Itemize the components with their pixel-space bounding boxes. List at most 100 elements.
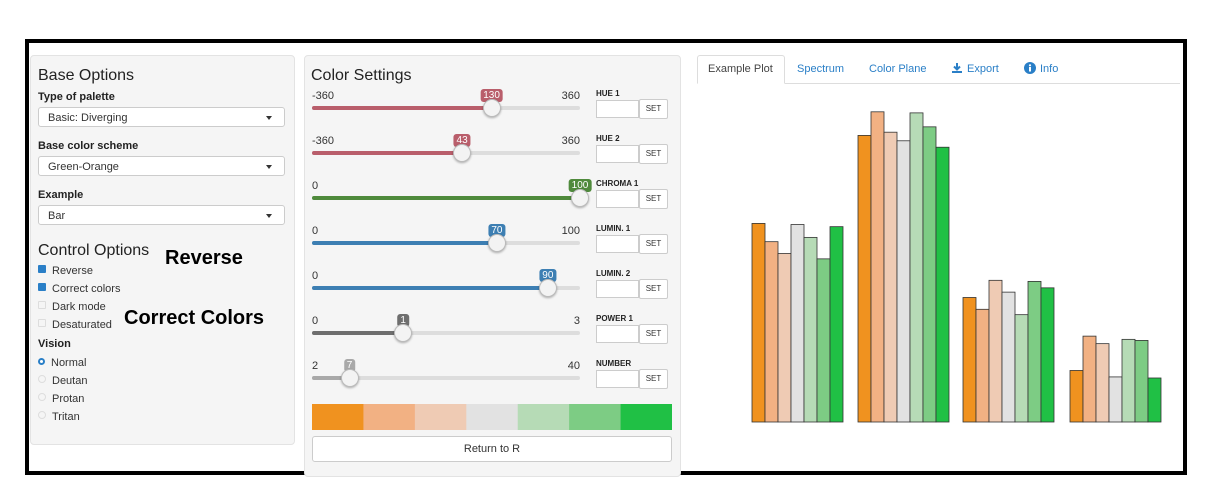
slider-value: 90 [539,269,557,282]
set-button[interactable]: SET [639,189,668,209]
palette-swatch [620,404,672,430]
checkbox-option[interactable]: Desaturated [38,319,112,331]
active-tab-box [697,55,785,84]
slider-min: -360 [312,135,335,147]
setting-input[interactable] [596,370,639,388]
radio-option[interactable]: Deutan [38,375,87,387]
example-select[interactable]: Bar [38,205,285,225]
slider-min: 0 [312,270,319,282]
set-button[interactable]: SET [639,144,668,164]
bar [764,241,779,423]
palette-strip [312,404,672,430]
tab[interactable]: Example Plot [708,63,773,75]
bar [1040,287,1055,423]
radio-option[interactable]: Normal [38,357,86,369]
download-icon [952,63,962,73]
slider-value: 7 [343,359,356,372]
tab[interactable]: Info [1040,63,1059,75]
slider-handle[interactable] [571,189,589,207]
slider-track [312,331,580,335]
setting-label: LUMIN. 1 [596,224,631,233]
field-label: Base color scheme [38,140,139,152]
radio[interactable] [38,393,46,401]
slider-handle[interactable] [394,324,413,342]
bar [1014,314,1029,423]
bar [896,140,911,423]
set-button[interactable]: SET [639,324,668,344]
radio-option[interactable]: Tritan [38,411,80,423]
bar [829,226,844,423]
palette-swatch [517,404,570,430]
set-button[interactable]: SET [639,234,668,254]
bar [1134,340,1149,423]
tab-rule [697,83,1180,84]
setting-input[interactable] [596,235,639,253]
palette-swatch [312,404,364,430]
field-label: Example [38,189,84,201]
setting-input[interactable] [596,100,639,118]
checkbox-label: Reverse [52,265,93,277]
radio[interactable] [38,358,45,365]
bar [1095,343,1110,423]
radio[interactable] [38,411,46,419]
checkbox-option[interactable]: Reverse [38,265,93,277]
set-button[interactable]: SET [639,279,668,299]
slider-fill [312,241,497,245]
setting-label: HUE 2 [596,134,620,143]
slider-handle[interactable] [538,279,557,297]
bar [857,135,872,423]
setting-input[interactable] [596,190,639,208]
setting-input[interactable] [596,325,639,343]
slider-max: 3 [573,315,580,327]
checkbox[interactable] [38,265,46,273]
field-label: Vision [38,338,71,350]
slider-handle[interactable] [340,369,359,387]
slider-handle[interactable] [453,144,472,162]
section-title: Color Settings [311,67,412,84]
radio-label: Protan [52,393,85,405]
slider-handle[interactable] [482,99,501,117]
tab[interactable]: Spectrum [797,63,845,75]
setting-input[interactable] [596,280,639,298]
tab[interactable]: Export [967,63,999,75]
set-button[interactable]: SET [639,369,668,389]
slider-min: 2 [312,360,319,372]
slider-fill [312,286,548,290]
palette-select[interactable]: Basic: Diverging [38,107,285,127]
bar [1027,280,1042,423]
slider-fill [312,331,404,335]
slider-max: 360 [561,135,580,147]
tab[interactable]: Color Plane [869,63,927,75]
scheme-select[interactable]: Green-Orange [38,156,285,176]
palette-swatch [569,404,622,430]
bar [988,279,1003,423]
bar [1082,335,1097,423]
section-title: Control Options [38,242,150,259]
slider-handle[interactable] [487,234,506,252]
bar [1069,370,1084,423]
return-button[interactable]: Return to R [312,436,672,462]
slider-min: -360 [312,90,335,102]
annotation: Reverse [165,247,243,269]
setting-label: CHROMA 1 [596,179,639,188]
radio-option[interactable]: Protan [38,393,84,405]
radio[interactable] [38,375,46,383]
bar [962,297,977,423]
bar [870,111,885,423]
slider-value: 43 [453,134,471,147]
checkbox-option[interactable]: Correct colors [38,283,120,295]
palette-swatch [414,404,467,430]
setting-input[interactable] [596,145,639,163]
bar [922,126,937,423]
slider-min: 0 [312,180,319,192]
bar [1147,377,1162,423]
bar [935,146,950,423]
checkbox[interactable] [38,283,46,291]
checkbox[interactable] [38,319,46,327]
checkbox-option[interactable]: Dark mode [38,301,106,313]
set-button[interactable]: SET [639,99,668,119]
checkbox[interactable] [38,301,46,309]
bar [816,258,831,423]
setting-label: HUE 1 [596,89,620,98]
